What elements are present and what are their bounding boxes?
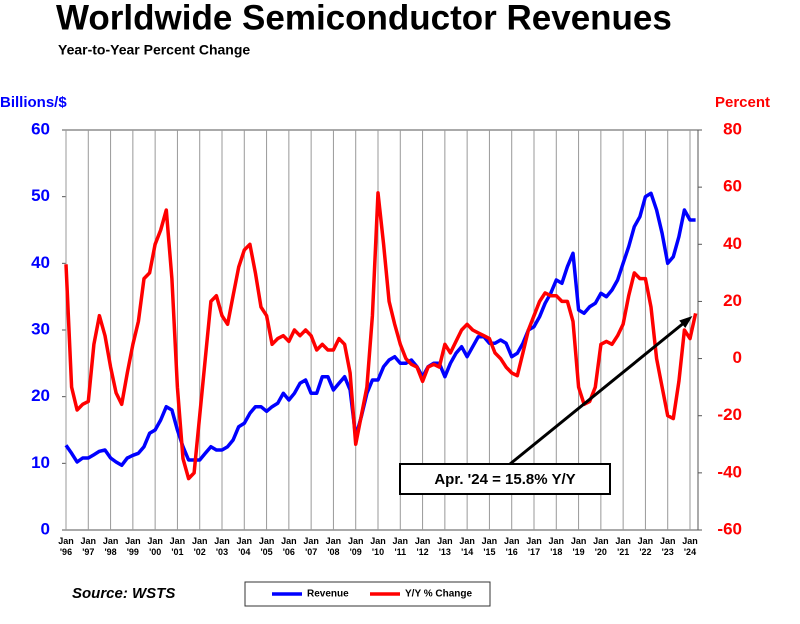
x-tick-label: Jan '10 <box>370 536 386 557</box>
y2-tick-label: 40 <box>723 234 742 253</box>
x-tick-label: Jan '15 <box>482 536 498 557</box>
y2-tick-label: 0 <box>733 348 742 367</box>
annotation-group: Apr. '24 = 15.8% Y/Y <box>399 315 693 495</box>
x-tick-label: Jan '08 <box>326 536 342 557</box>
x-tick-label: Jan '20 <box>593 536 609 557</box>
y2-tick-label: -60 <box>717 519 742 538</box>
y2-tick-label: 60 <box>723 177 742 196</box>
y-tick-label: 10 <box>31 453 50 472</box>
x-tick-label: Jan '11 <box>393 536 409 557</box>
x-tick-label: Jan '19 <box>571 536 587 557</box>
y-tick-label: 50 <box>31 186 50 205</box>
chart-title: Worldwide Semiconductor Revenues <box>56 0 672 37</box>
x-tick-label: Jan '24 <box>682 536 698 557</box>
y2-axis-label: Percent <box>715 94 770 111</box>
annotation-arrowhead <box>679 315 693 328</box>
annotation-arrow <box>509 321 685 466</box>
x-tick-label: Jan '06 <box>281 536 297 557</box>
legend-label: Y/Y % Change <box>405 589 472 600</box>
legend-label: Revenue <box>307 589 349 600</box>
x-tick-label: Jan '07 <box>303 536 319 557</box>
x-tick-label: Jan '23 <box>660 536 676 557</box>
x-tick-label: Jan '01 <box>170 536 186 557</box>
y2-tick-label: -40 <box>717 462 742 481</box>
x-tick-label: Jan '04 <box>237 536 253 557</box>
y-tick-label: 20 <box>31 386 50 405</box>
x-tick-label: Jan '05 <box>259 536 275 557</box>
x-tick-label: Jan '21 <box>615 536 631 557</box>
x-tick-label: Jan '09 <box>348 536 364 557</box>
source-note: Source: WSTS <box>72 585 175 602</box>
y-axis-label: Billions/$ <box>0 94 67 111</box>
x-tick-label: Jan '03 <box>214 536 230 557</box>
y-tick-label: 60 <box>31 119 50 138</box>
y2-tick-label: 80 <box>723 119 742 138</box>
x-tick-label: Jan '18 <box>549 536 565 557</box>
x-tick-label: Jan '99 <box>125 536 141 557</box>
legend: Revenue Y/Y % Change <box>272 589 472 600</box>
series-line <box>64 191 696 468</box>
y-tick-label: 40 <box>31 253 50 272</box>
y-tick-label: 30 <box>31 319 50 338</box>
x-tick-label: Jan '96 <box>58 536 74 557</box>
x-tick-label: Jan '13 <box>437 536 453 557</box>
chart-subtitle: Year-to-Year Percent Change <box>58 42 250 58</box>
y2-tick-label: -20 <box>717 405 742 424</box>
x-tick-label: Jan '02 <box>192 536 208 557</box>
x-tick-label: Jan '00 <box>147 536 163 557</box>
x-tick-label: Jan '16 <box>504 536 520 557</box>
y-tick-label: 0 <box>41 519 50 538</box>
x-tick-label: Jan '14 <box>459 536 475 557</box>
x-tick-label: Jan '97 <box>81 536 97 557</box>
annotation-box <box>399 463 611 495</box>
y2-tick-label: 20 <box>723 291 742 310</box>
x-tick-label: Jan '98 <box>103 536 119 557</box>
x-tick-label: Jan '12 <box>415 536 431 557</box>
x-tick-label: Jan '22 <box>638 536 654 557</box>
x-tick-label: Jan '17 <box>526 536 542 557</box>
annotation-text: Apr. '24 = 15.8% Y/Y <box>434 471 575 488</box>
